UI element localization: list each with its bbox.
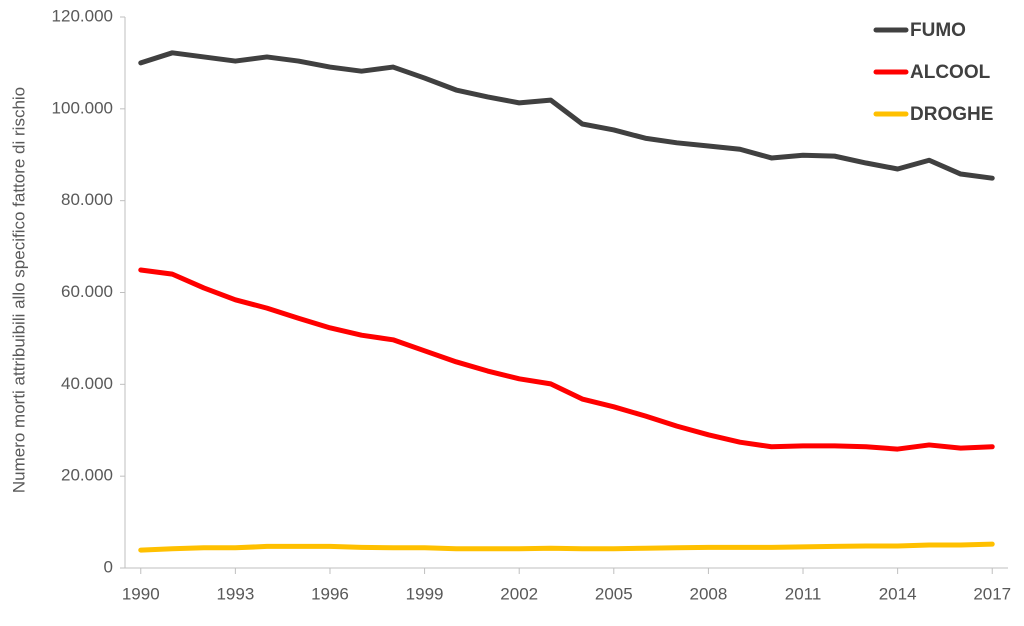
x-tick-label: 1993 bbox=[216, 584, 254, 603]
y-tick-label: 20.000 bbox=[61, 466, 113, 485]
data-line bbox=[138, 50, 995, 181]
x-tick-label: 2014 bbox=[879, 584, 917, 603]
x-tick-label: 1990 bbox=[122, 584, 160, 603]
x-tick-label: 2008 bbox=[689, 584, 727, 603]
y-tick-label: 40.000 bbox=[61, 374, 113, 393]
y-tick-label: 120.000 bbox=[52, 6, 113, 25]
y-tick-label: 100.000 bbox=[52, 98, 113, 117]
legend: FUMO ALCOOL DROGHE bbox=[873, 20, 993, 125]
x-tick-label: 2011 bbox=[785, 584, 822, 603]
data-line bbox=[138, 267, 995, 452]
x-tick-label: 2002 bbox=[500, 584, 538, 603]
y-axis-label: Numero morti attribuibili allo specifico… bbox=[9, 87, 28, 493]
x-tick-label: 2017 bbox=[973, 584, 1011, 603]
legend-label: DROGHE bbox=[910, 104, 993, 125]
y-tick-label: 60.000 bbox=[61, 282, 113, 301]
x-tick-label: 1999 bbox=[406, 584, 444, 603]
x-tick-label: 1996 bbox=[311, 584, 349, 603]
y-tick-label: 0 bbox=[104, 557, 113, 576]
data-line bbox=[138, 541, 995, 553]
x-tick-label: 2005 bbox=[595, 584, 633, 603]
y-tick-label: 80.000 bbox=[61, 190, 113, 209]
legend-label: FUMO bbox=[910, 20, 966, 41]
legend-label: ALCOOL bbox=[910, 62, 991, 83]
